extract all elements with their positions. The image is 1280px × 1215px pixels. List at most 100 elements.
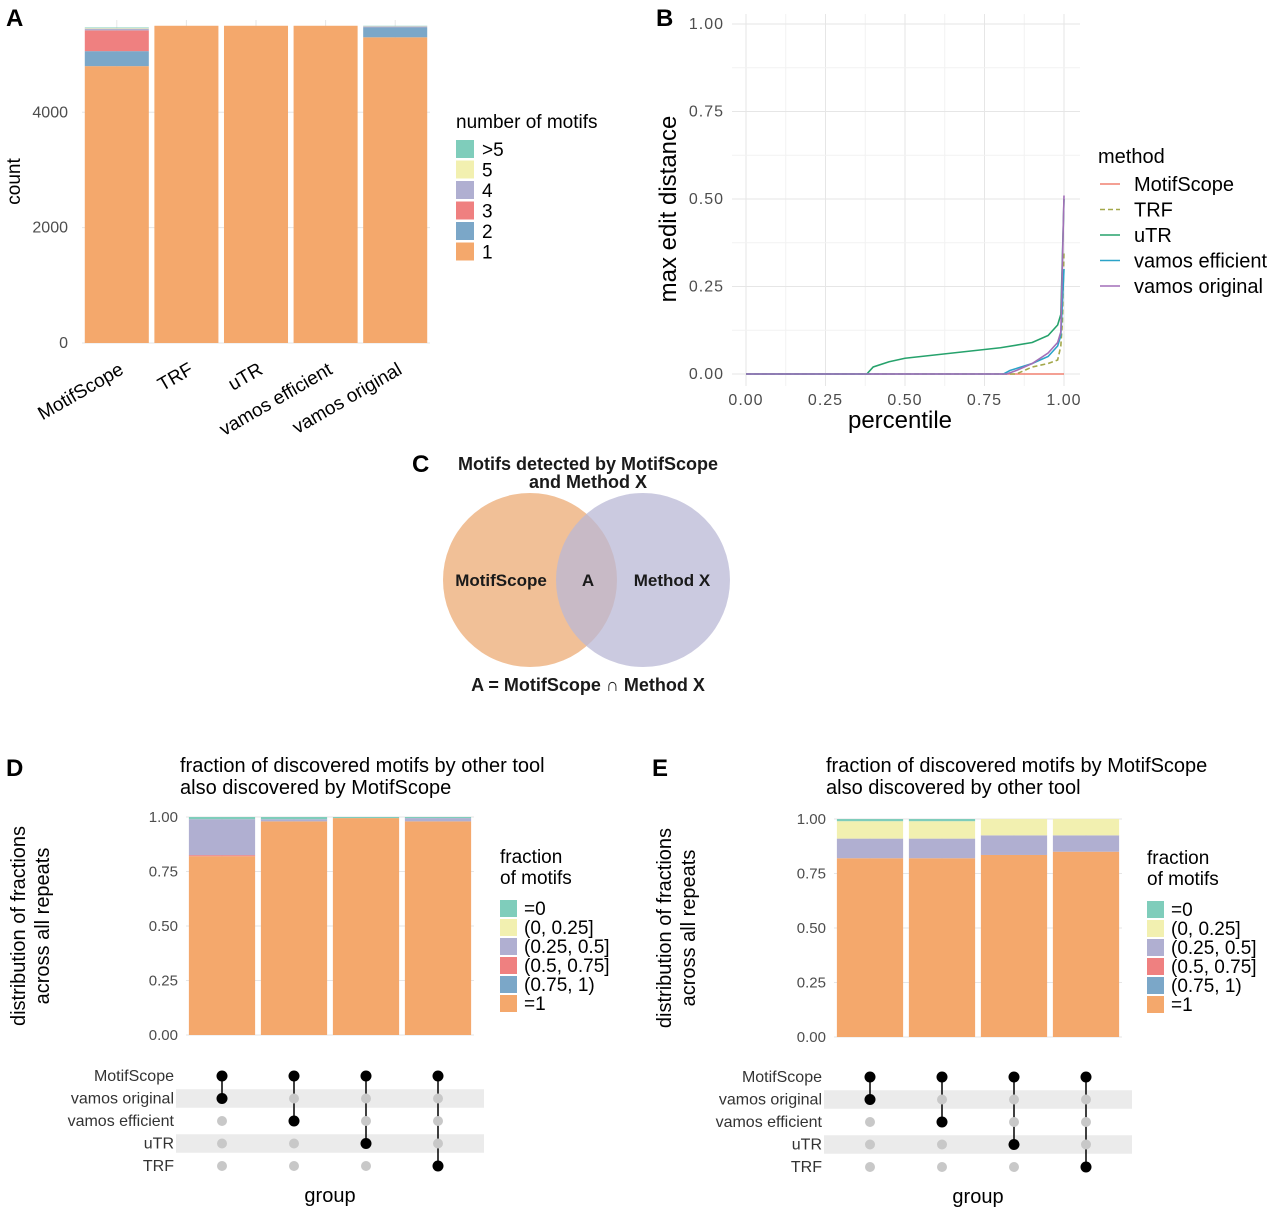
y-tick-label: 0.25 bbox=[689, 279, 724, 296]
x-tick-label: 0.00 bbox=[728, 392, 763, 409]
legend-swatch-0-75-1 bbox=[1147, 977, 1164, 994]
bar-group1-0-0-25 bbox=[836, 821, 904, 839]
legend-swatch-1 bbox=[456, 242, 474, 261]
legend-swatch-0-0-25 bbox=[1147, 920, 1164, 937]
upset-dot-group4-vamos-efficient bbox=[1081, 1117, 1091, 1127]
upset-dot-group3-motifscope bbox=[360, 1070, 372, 1082]
legend-swatch-1 bbox=[1147, 996, 1164, 1013]
upset-row-band bbox=[824, 1090, 1132, 1109]
legend-title: method bbox=[1098, 146, 1165, 168]
bar-group1-0 bbox=[188, 817, 256, 820]
legend-swatch-0-25-0-5 bbox=[500, 938, 517, 955]
bar-group1-0 bbox=[836, 819, 904, 822]
bar-motifscope-2 bbox=[84, 51, 149, 67]
bar-vamos-original-2 bbox=[363, 27, 428, 38]
legend-swatch-0-5-0-75 bbox=[1147, 958, 1164, 975]
panel-label-c: C bbox=[412, 451, 429, 478]
upset-dot-group3-vamos-original bbox=[1009, 1094, 1019, 1105]
legend-swatch-0 bbox=[1147, 901, 1164, 918]
y-axis-title-line1: distribution of fractions bbox=[8, 826, 30, 1026]
legend-label-3: 3 bbox=[482, 202, 493, 223]
bar-group3-0-0-25 bbox=[980, 819, 1048, 836]
upset-set-label-utr: uTR bbox=[792, 1137, 822, 1154]
bar-group2-1 bbox=[260, 821, 328, 1035]
x-tick-label: MotifScope bbox=[34, 359, 127, 425]
upset-dot-group3-vamos-original bbox=[361, 1093, 371, 1104]
upset-set-label-motifscope: MotifScope bbox=[94, 1068, 174, 1085]
legend-label-0-5-0-75: (0.5, 0.75] bbox=[1171, 957, 1257, 978]
legend-swatch-0-0-25 bbox=[500, 919, 517, 936]
upset-dot-group4-motifscope bbox=[432, 1070, 444, 1082]
bar-group1-0-25-0-5 bbox=[188, 819, 256, 856]
y-tick-label: 0.00 bbox=[797, 1029, 826, 1046]
x-tick-label: 1.00 bbox=[1046, 392, 1081, 409]
y-tick-label: 1.00 bbox=[797, 811, 826, 828]
x-axis-title: percentile bbox=[848, 407, 952, 434]
bar-group3-1 bbox=[332, 818, 400, 1035]
bar-group3-0-25-0-5 bbox=[980, 835, 1048, 855]
upset-dot-group3-utr bbox=[1008, 1139, 1020, 1150]
upset-dot-group1-utr bbox=[865, 1139, 875, 1150]
upset-dot-group2-vamos-efficient bbox=[288, 1115, 300, 1127]
line-trf bbox=[746, 251, 1065, 375]
bar-motifscope-5 bbox=[84, 28, 149, 29]
y-tick-label: 0 bbox=[59, 335, 68, 352]
legend-label-5: 5 bbox=[482, 161, 493, 182]
y-tick-label: 1.00 bbox=[149, 809, 178, 826]
y-tick-label: 0.25 bbox=[149, 973, 178, 990]
upset-set-label-trf: TRF bbox=[791, 1159, 822, 1176]
upset-dot-group3-trf bbox=[361, 1161, 371, 1171]
legend-label-1: =1 bbox=[1171, 995, 1193, 1016]
legend-label-0-25-0-5: (0.25, 0.5] bbox=[1171, 938, 1257, 959]
panel-d-stacked-bar-upset: fraction of discovered motifs by other t… bbox=[8, 755, 610, 1207]
upset-dot-group3-vamos-efficient bbox=[1009, 1117, 1019, 1127]
bar-group4-1 bbox=[404, 821, 472, 1035]
panel-label-d: D bbox=[6, 755, 23, 782]
y-axis-title: max edit distance bbox=[655, 116, 682, 303]
chart-title-line2: also discovered by other tool bbox=[826, 777, 1081, 799]
upset-dot-group1-motifscope bbox=[864, 1071, 876, 1083]
legend-swatch-0 bbox=[500, 900, 517, 917]
bar-group1-1 bbox=[188, 856, 256, 1035]
upset-dot-group4-utr bbox=[1081, 1139, 1091, 1150]
bar-group4-0 bbox=[404, 817, 472, 819]
legend-label-0-25-0-5: (0.25, 0.5] bbox=[524, 937, 610, 958]
y-axis-title-line2: across all repeats bbox=[678, 850, 700, 1007]
venn-title-line2: and Method X bbox=[529, 472, 647, 492]
upset-dot-group4-vamos-original bbox=[433, 1093, 443, 1104]
upset-dot-group2-motifscope bbox=[936, 1071, 948, 1083]
y-tick-label: 0.50 bbox=[149, 918, 178, 935]
upset-dot-group1-motifscope bbox=[216, 1070, 228, 1082]
legend-title-line1: fraction bbox=[1147, 848, 1209, 869]
legend-label-1: 1 bbox=[482, 243, 493, 264]
upset-set-label-trf: TRF bbox=[143, 1158, 174, 1175]
y-tick-label: 0.00 bbox=[149, 1027, 178, 1044]
upset-dot-group1-trf bbox=[217, 1161, 227, 1171]
legend-swatch-5 bbox=[456, 140, 474, 158]
x-axis-title: group bbox=[304, 1185, 355, 1207]
x-tick-label: uTR bbox=[225, 359, 267, 395]
upset-row-band bbox=[176, 1134, 484, 1153]
upset-dot-group2-vamos-efficient bbox=[936, 1116, 948, 1128]
upset-dot-group4-motifscope bbox=[1080, 1071, 1092, 1083]
upset-set-label-vamos-original: vamos original bbox=[71, 1091, 174, 1108]
bar-group2-0-25-0-5 bbox=[908, 838, 976, 859]
bar-group2-0-25-0-5 bbox=[260, 819, 328, 822]
legend-swatch-2 bbox=[456, 222, 474, 240]
legend-label-0-0-25: (0, 0.25] bbox=[524, 918, 594, 939]
bar-trf-1 bbox=[154, 25, 219, 344]
upset-set-label-vamos-original: vamos original bbox=[719, 1092, 822, 1109]
bar-motifscope-5 bbox=[84, 27, 149, 29]
y-axis-title: count bbox=[4, 158, 25, 205]
upset-dot-group4-vamos-original bbox=[1081, 1094, 1091, 1105]
venn-label-motifscope: MotifScope bbox=[455, 571, 547, 590]
panel-label-b: B bbox=[656, 5, 673, 32]
venn-caption: A = MotifScope ∩ Method X bbox=[471, 675, 705, 695]
upset-dot-group4-vamos-efficient bbox=[433, 1116, 443, 1126]
bar-group1-1 bbox=[836, 858, 904, 1037]
x-tick-label: 0.25 bbox=[808, 392, 843, 409]
venn-label-method-x: Method X bbox=[634, 571, 711, 590]
legend-label-0: =0 bbox=[1171, 900, 1193, 921]
